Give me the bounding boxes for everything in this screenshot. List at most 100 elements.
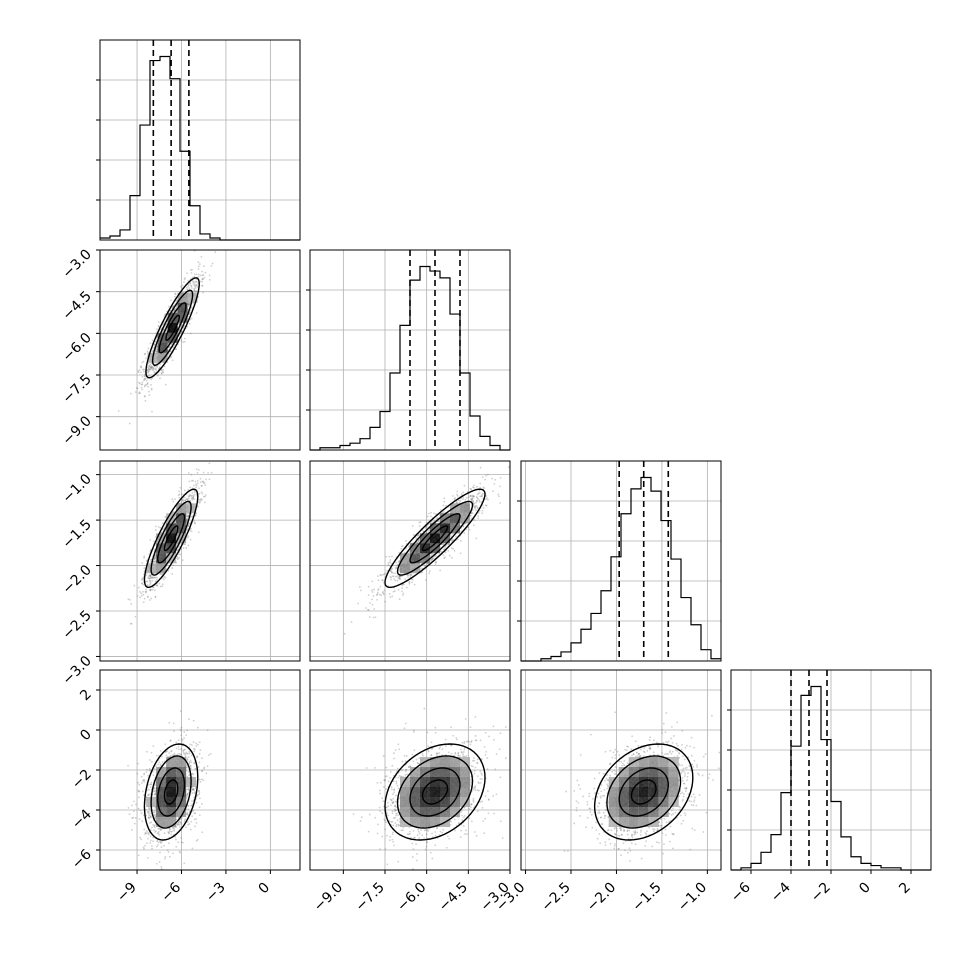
scatter-point [197, 469, 200, 471]
scatter-point [357, 602, 360, 605]
scatter-point [454, 497, 457, 499]
scatter-point [181, 559, 184, 562]
scatter-point [195, 484, 198, 487]
scatter-point [158, 834, 161, 836]
scatter-point [159, 377, 162, 380]
scatter-point [202, 480, 204, 483]
density-cell [176, 523, 187, 534]
scatter-point [186, 272, 188, 275]
scatter-point [411, 524, 414, 527]
scatter-point [394, 572, 397, 575]
scatter-point [487, 498, 489, 501]
scatter-point [173, 309, 175, 312]
density-cell [166, 523, 177, 534]
scatter-point [171, 342, 173, 345]
scatter-point [408, 581, 411, 584]
scatter-point [190, 285, 193, 287]
scatter-point [395, 564, 398, 567]
scatter-point [188, 287, 191, 289]
scatter-point [190, 804, 192, 807]
scatter-point [404, 578, 407, 580]
scatter-point [417, 540, 420, 542]
scatter-point [411, 581, 413, 584]
scatter-point [196, 471, 199, 474]
scatter-point [195, 468, 198, 471]
scatter-point [208, 478, 211, 481]
scatter-point [189, 765, 192, 767]
scatter-point [469, 495, 472, 498]
scatter-point [190, 516, 192, 518]
panel-3-3 [727, 669, 932, 871]
scatter-point [407, 574, 410, 577]
scatter-point [148, 580, 151, 582]
scatter-point [186, 519, 189, 521]
scatter-point [199, 477, 202, 480]
scatter-point [147, 595, 149, 598]
scatter-point [129, 622, 132, 625]
scatter-point [378, 593, 381, 596]
scatter-point [409, 573, 411, 576]
scatter-point [188, 761, 191, 763]
panel-content [343, 466, 510, 635]
scatter-point [201, 285, 204, 287]
scatter-point [398, 560, 401, 563]
scatter-point [144, 352, 147, 355]
scatter-point [455, 501, 458, 504]
scatter-point [459, 539, 462, 542]
scatter-point [188, 480, 191, 483]
scatter-point [430, 515, 432, 518]
scatter-point [474, 507, 476, 510]
panel-frame [309, 249, 511, 451]
scatter-point [196, 286, 199, 288]
scatter-point [194, 767, 197, 770]
scatter-point [173, 829, 176, 832]
scatter-point [146, 350, 149, 353]
scatter-point [475, 504, 478, 507]
scatter-point [200, 485, 203, 487]
scatter-point [191, 491, 194, 494]
density-cell [450, 523, 460, 534]
scatter-point [186, 536, 189, 539]
scatter-point [181, 284, 184, 287]
scatter-point [185, 286, 188, 289]
scatter-point [192, 494, 195, 497]
scatter-point [398, 577, 401, 580]
scatter-point [483, 487, 485, 490]
scatter-point [134, 615, 137, 618]
scatter-point [416, 534, 419, 537]
scatter-point [477, 492, 480, 495]
scatter-point [150, 588, 152, 591]
scatter-point [408, 580, 411, 583]
scatter-point [201, 270, 203, 273]
scatter-point [473, 519, 476, 521]
scatter-point [415, 541, 418, 544]
scatter-point [152, 840, 154, 843]
scatter-point [371, 598, 373, 601]
scatter-point [164, 576, 167, 579]
scatter-point [177, 494, 180, 497]
scatter-point [480, 495, 483, 498]
scatter-point [389, 596, 392, 599]
scatter-point [189, 281, 192, 284]
scatter-point [160, 372, 163, 375]
scatter-point [188, 718, 190, 721]
scatter-point [447, 543, 450, 546]
scatter-point [134, 391, 137, 393]
scatter-point [485, 495, 488, 497]
scatter-point [143, 555, 146, 558]
scatter-point [391, 555, 393, 558]
scatter-point [192, 719, 195, 722]
scatter-point [476, 493, 479, 496]
scatter-point [367, 608, 369, 611]
scatter-point [154, 576, 157, 579]
scatter-point [148, 767, 151, 770]
scatter-point [172, 346, 175, 348]
scatter-point [143, 379, 145, 382]
scatter-point [443, 497, 446, 500]
scatter-point [371, 603, 374, 606]
scatter-point [152, 576, 155, 579]
scatter-point [148, 394, 151, 397]
scatter-point [188, 494, 191, 497]
scatter-point [471, 497, 474, 500]
scatter-point [431, 553, 434, 556]
